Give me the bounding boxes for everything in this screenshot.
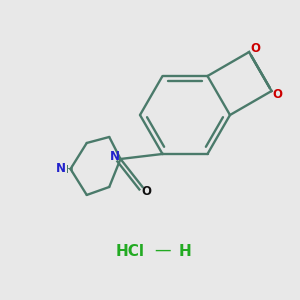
Text: N: N	[56, 163, 65, 176]
Text: O: O	[142, 185, 152, 199]
Text: —: —	[155, 241, 171, 259]
Text: H: H	[66, 165, 74, 175]
Text: O: O	[250, 41, 260, 55]
Text: O: O	[273, 88, 283, 100]
Text: H: H	[178, 244, 191, 260]
Text: N: N	[110, 151, 119, 164]
Text: HCl: HCl	[116, 244, 145, 260]
